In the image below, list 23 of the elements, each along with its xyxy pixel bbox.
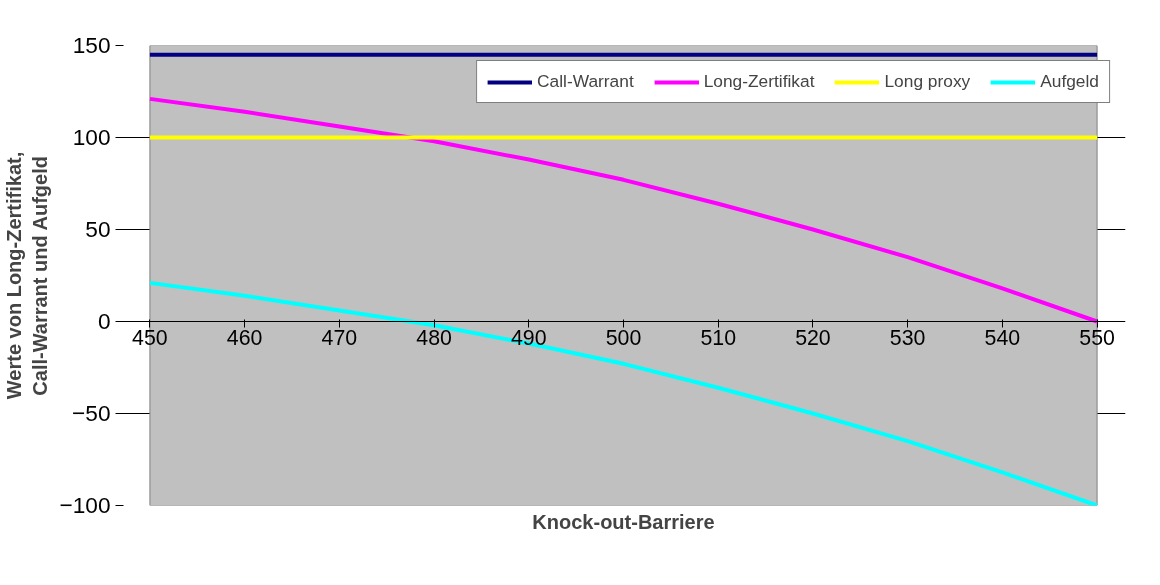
- x-tick-label: 510: [700, 325, 737, 350]
- y-tick-label: −50: [72, 400, 111, 426]
- x-axis-title: Knock-out-Barriere: [532, 510, 715, 533]
- x-tick-label: 480: [416, 325, 452, 350]
- x-tick-label: 530: [889, 325, 926, 350]
- x-tick-label: 500: [605, 325, 642, 350]
- x-tick-label: 520: [795, 325, 831, 350]
- x-tick-label: 550: [1079, 325, 1116, 350]
- x-tick-label: 450: [132, 325, 168, 350]
- y-tick-label: −100: [59, 492, 111, 518]
- legend-label: Long-Zertifikat: [703, 71, 815, 92]
- line-series: [147, 96, 1100, 324]
- x-tick-label: 460: [226, 325, 263, 350]
- legend-label: Long proxy: [884, 71, 971, 92]
- x-tick-label: 540: [984, 325, 1021, 350]
- legend-label: Aufgeld: [1040, 71, 1099, 92]
- x-tick-label: 470: [321, 325, 358, 350]
- y-tick-label: 150: [72, 32, 111, 58]
- y-tick-label: 0: [97, 308, 111, 334]
- y-tick-label: 100: [72, 124, 111, 150]
- y-axis-title: Werte von Long-Zertifikat, Call-Warrant und Aufgeld: [3, 151, 52, 400]
- y-tick-label: 50: [85, 216, 111, 242]
- legend-label: Call-Warrant: [537, 71, 634, 92]
